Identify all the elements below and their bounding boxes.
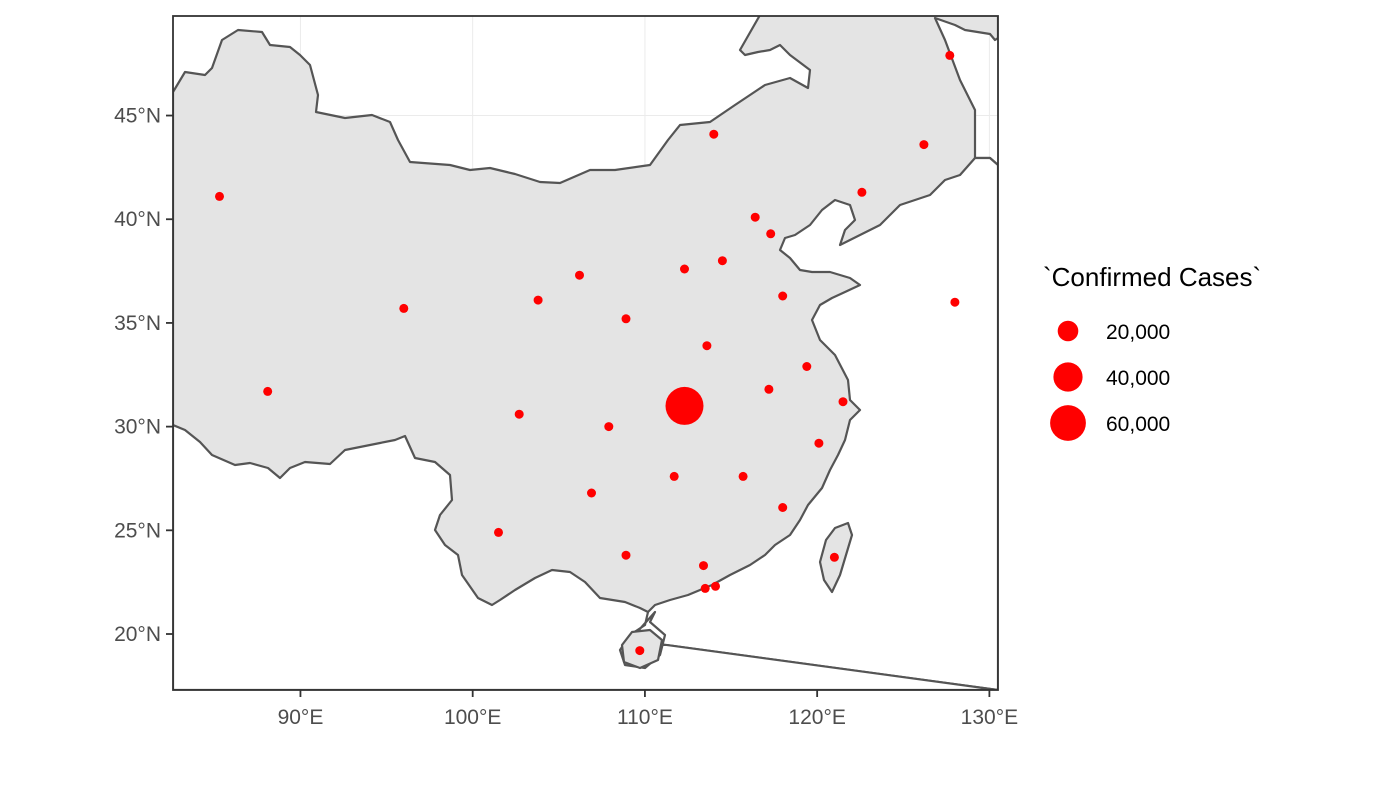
case-point-4	[669, 471, 679, 481]
case-point-6	[738, 471, 748, 481]
case-point-15	[717, 256, 727, 266]
case-point-26	[711, 581, 720, 591]
case-point-27	[700, 583, 710, 593]
x-tick-label-1: 100°E	[444, 706, 501, 729]
case-point-1	[699, 561, 708, 571]
case-point-17	[621, 550, 631, 560]
case-point-33	[399, 303, 409, 313]
legend-label-0: 20,000	[1106, 321, 1170, 344]
case-point-7	[778, 291, 788, 301]
case-point-19	[494, 527, 503, 537]
case-point-2	[702, 341, 712, 351]
x-tick-label-3: 120°E	[788, 706, 845, 729]
case-point-14	[838, 397, 848, 407]
case-point-29	[533, 295, 543, 305]
case-point-22	[766, 229, 776, 239]
case-point-25	[945, 50, 955, 60]
x-tick-label-0: 90°E	[278, 706, 324, 729]
legend-label-2: 60,000	[1106, 413, 1170, 436]
case-point-31	[215, 191, 224, 201]
case-point-20	[635, 646, 645, 656]
y-tick-label-0: 20°N	[114, 623, 161, 646]
x-tick-label-2: 110°E	[617, 706, 673, 729]
y-tick-label-2: 30°N	[114, 416, 161, 439]
case-point-10	[604, 422, 614, 432]
y-tick-label-4: 40°N	[114, 208, 161, 231]
legend: `Confirmed Cases` 20,000 40,000 60,000	[1043, 262, 1261, 441]
x-tick-label-4: 130°E	[961, 706, 1018, 729]
case-point-11	[514, 409, 524, 419]
y-tick-label-3: 35°N	[114, 312, 161, 335]
legend-key-1	[1053, 362, 1083, 392]
case-point-21	[587, 488, 596, 498]
case-point-34	[263, 386, 273, 396]
legend-label-1: 40,000	[1106, 367, 1170, 390]
case-point-3	[814, 438, 824, 448]
case-point-9	[802, 362, 812, 371]
y-axis: 20°N 25°N 30°N 35°N 40°N 45°N	[114, 105, 173, 646]
y-tick-label-1: 25°N	[114, 519, 161, 542]
case-point-5	[764, 384, 774, 394]
case-point-8	[950, 297, 960, 307]
case-point-12	[919, 140, 929, 150]
case-point-16	[778, 503, 788, 512]
case-point-28	[829, 552, 839, 562]
case-point-0	[665, 386, 704, 425]
x-axis: 90°E 100°E 110°E 120°E 130°E	[278, 690, 1018, 729]
case-point-18	[621, 314, 631, 324]
case-points	[215, 50, 960, 656]
legend-key-0	[1057, 320, 1079, 342]
case-point-23	[680, 264, 689, 274]
panel-border	[172, 15, 999, 691]
case-point-30	[575, 270, 584, 280]
case-point-32	[709, 129, 719, 139]
legend-key-2	[1050, 405, 1086, 441]
y-tick-label-5: 45°N	[114, 105, 161, 128]
case-point-24	[857, 187, 867, 197]
legend-title: `Confirmed Cases`	[1043, 262, 1261, 292]
case-point-13	[750, 212, 760, 222]
